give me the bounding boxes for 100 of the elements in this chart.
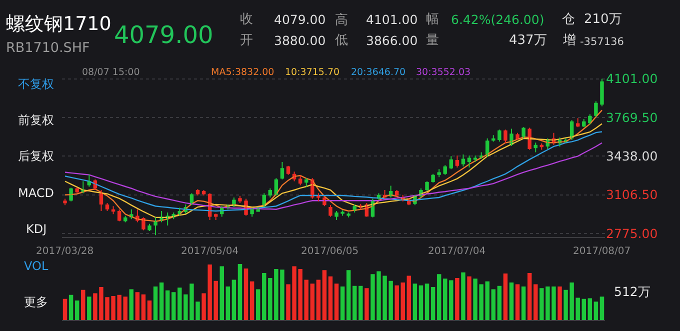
bar	[364, 288, 369, 320]
bar	[497, 286, 502, 320]
text: 增	[562, 33, 576, 48]
text: 4079.00	[274, 12, 326, 27]
bar	[74, 300, 80, 320]
bar	[430, 287, 436, 320]
text: 开	[240, 33, 253, 48]
bar	[534, 284, 538, 320]
text: 20:3646.70	[351, 67, 406, 78]
text: 210万	[584, 12, 622, 27]
text: 10:3715.70	[285, 67, 340, 78]
y-tick-label: 3769.50	[606, 110, 658, 125]
text: 6.42%(246.00)	[451, 12, 544, 27]
x-tick-label: 2017/05/04	[181, 246, 239, 257]
bar	[412, 284, 418, 320]
bar	[588, 298, 592, 320]
text: 4101.00	[366, 12, 418, 27]
text: 512万	[614, 284, 651, 299]
bar	[62, 298, 68, 320]
bar	[558, 286, 562, 320]
bar	[527, 272, 532, 320]
text: 前复权	[18, 113, 54, 127]
text: 幅	[426, 12, 439, 27]
bar	[461, 272, 466, 320]
bar	[310, 284, 314, 320]
text: 更多	[24, 295, 48, 309]
text: -357136	[580, 36, 624, 48]
bar	[244, 268, 248, 320]
text: KDJ	[26, 222, 47, 236]
bar	[328, 276, 333, 320]
bar	[334, 284, 339, 320]
bar	[159, 282, 164, 320]
bar	[521, 286, 526, 320]
bar	[594, 302, 598, 320]
bar	[449, 280, 454, 320]
text: 30:3552.03	[416, 67, 471, 78]
bar	[81, 290, 86, 320]
bar	[232, 280, 236, 320]
bar	[135, 292, 140, 320]
bar	[141, 294, 146, 320]
x-tick-label: 2017/08/07	[573, 246, 631, 257]
annotation: 08/07 15:00	[82, 67, 140, 78]
bar	[443, 278, 448, 320]
bar	[418, 285, 424, 320]
bar	[147, 300, 152, 320]
bar	[503, 274, 508, 320]
bar	[394, 285, 399, 320]
candlestick	[346, 212, 350, 218]
y-tick-label: 2775.00	[606, 226, 658, 241]
bar	[340, 286, 345, 320]
bar	[165, 290, 170, 320]
bar	[400, 282, 405, 320]
text: 高	[335, 12, 348, 28]
text: 收	[240, 12, 253, 27]
bar	[467, 276, 472, 320]
text: VOL	[24, 259, 48, 273]
chart-title: 螺纹钢1710	[6, 13, 112, 35]
text: 不复权	[18, 77, 54, 91]
bar	[256, 289, 260, 320]
y-tick-label: 3438.00	[606, 148, 658, 164]
y-tick-label: 3106.50	[606, 187, 658, 202]
bar	[509, 282, 514, 320]
text: 后复权	[18, 149, 54, 163]
x-tick-label: 2017/03/28	[36, 246, 94, 257]
bar	[316, 280, 321, 320]
text: 4079.00	[114, 21, 214, 49]
text: 3866.00	[366, 33, 418, 48]
bar	[491, 289, 496, 320]
bar	[172, 292, 176, 320]
x-tick-label: 2017/06/05	[301, 246, 359, 257]
bar	[226, 286, 230, 320]
bar	[582, 298, 586, 320]
bar	[346, 270, 351, 320]
text: 仓	[562, 12, 575, 27]
bar	[250, 281, 254, 320]
bar	[436, 274, 442, 320]
text: 3880.00	[274, 33, 326, 48]
bar	[262, 272, 266, 320]
bar	[455, 278, 460, 320]
bar	[515, 284, 520, 320]
bar	[322, 270, 327, 320]
y-tick-label: 4101.00	[606, 71, 658, 86]
x-tick-label: 2017/07/04	[428, 246, 486, 257]
bar	[424, 284, 430, 320]
chart-subtitle: RB1710.SHF	[6, 40, 90, 56]
bar	[352, 286, 357, 320]
bar	[87, 296, 92, 320]
text: 低	[335, 33, 348, 48]
bar	[406, 276, 412, 320]
text: 量	[426, 33, 439, 48]
bar	[68, 294, 74, 320]
bar	[153, 286, 158, 320]
bar	[220, 266, 224, 320]
bar	[600, 296, 604, 320]
text: 437万	[509, 33, 547, 48]
bar	[358, 286, 363, 320]
bar	[238, 264, 242, 320]
text: MACD	[18, 186, 54, 200]
text: MA5:3832.00	[211, 67, 274, 78]
bar	[129, 289, 134, 320]
